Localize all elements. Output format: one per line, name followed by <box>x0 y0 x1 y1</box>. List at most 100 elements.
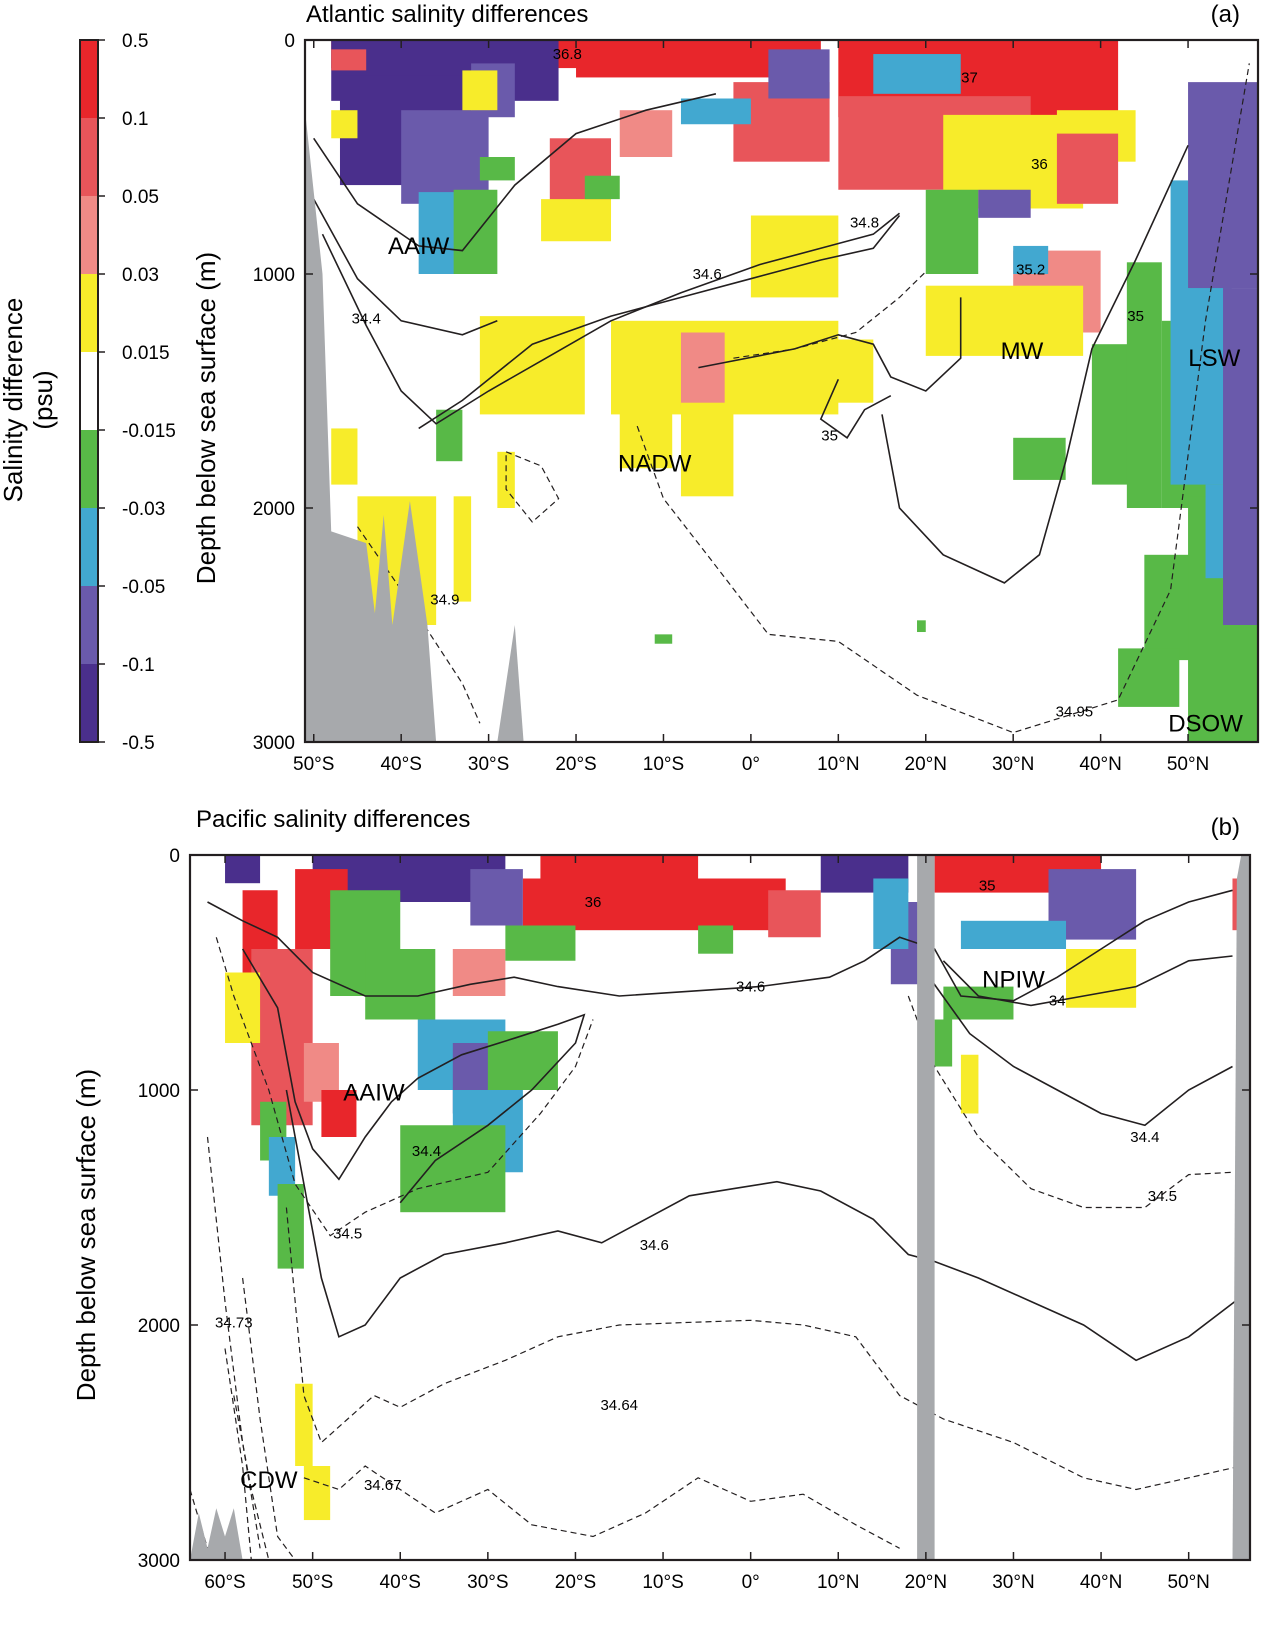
pacific-y-tick-label: 3000 <box>138 1551 180 1572</box>
atlantic-contour-dashed <box>505 451 560 523</box>
colorbar-label: -0.5 <box>122 733 155 754</box>
pacific-contour-dashed <box>242 1277 296 1560</box>
atlantic-anomaly-cell <box>680 332 725 408</box>
colorbar-label: -0.1 <box>122 655 155 676</box>
atlantic-x-tick-label: 10°S <box>643 754 684 775</box>
atlantic-contour-label: 35 <box>1127 308 1144 325</box>
atlantic-title: Atlantic salinity differences <box>306 1 588 28</box>
atlantic-contour-solid <box>881 144 1189 584</box>
pacific-contour-label: 35 <box>979 878 996 895</box>
pacific-contour-label: 34.5 <box>1148 1188 1177 1205</box>
pacific-contour-dashed <box>303 1465 900 1549</box>
pacific-contour-label: 34.73 <box>215 1315 253 1332</box>
atlantic-y-tick-label: 0 <box>284 31 295 52</box>
atlantic-anomaly-cell <box>541 199 612 242</box>
atlantic-anomaly-cell <box>978 189 1031 218</box>
atlantic-anomaly-cell <box>1013 437 1066 480</box>
colorbar-cell <box>80 196 98 274</box>
atlantic-contour-dashed <box>357 526 481 724</box>
pacific-plot-area: 36 35 34.6 34 34.4 34.4 34.5 34.5 34.6 34.73 34.64… <box>190 855 1250 1560</box>
colorbar-label: 0.5 <box>122 31 148 52</box>
atlantic-anomaly-cell <box>750 215 839 298</box>
atlantic-x-tick-label: 20°S <box>555 754 596 775</box>
pacific-contour-solid <box>925 972 1233 1127</box>
atlantic-frame <box>303 38 1260 744</box>
atlantic-anomaly-cell <box>479 157 515 181</box>
pacific-anomaly-cell <box>295 1383 313 1466</box>
pacific-anomaly-cell <box>225 855 261 884</box>
atlantic-water-mass-label: LSW <box>1188 345 1240 372</box>
pacific-contour-label: 34 <box>1049 993 1066 1010</box>
pacific-x-tick-label: 60°S <box>204 1572 245 1593</box>
pacific-anomaly-cell <box>873 878 909 949</box>
pacific-y-tick-label: 2000 <box>138 1316 180 1337</box>
colorbar-label: -0.03 <box>122 499 165 520</box>
colorbar-frame <box>79 39 99 743</box>
atlantic-anomaly-cell <box>917 620 926 633</box>
atlantic-anomaly-cell <box>331 110 358 139</box>
atlantic-anomaly-cell <box>436 409 463 462</box>
pacific-anomaly-cell <box>768 890 821 938</box>
atlantic-anomaly-cell <box>584 175 620 200</box>
colorbar-label: 0.015 <box>122 343 170 364</box>
pacific-bathymetry <box>917 855 935 1560</box>
colorbar-cell <box>80 274 98 352</box>
atlantic-contour-dashed <box>636 63 1250 734</box>
atlantic-contour-solid <box>321 212 901 425</box>
pacific-contour-solid <box>285 1089 1242 1362</box>
colorbar-cells <box>80 40 98 742</box>
atlantic-y-tick-label: 1000 <box>253 265 295 286</box>
atlantic-contour-solid <box>312 198 498 336</box>
pacific-anomaly-cell <box>400 1125 506 1213</box>
atlantic-contour-label: 35.2 <box>1016 261 1045 278</box>
pacific-contour-dashed <box>206 1136 261 1549</box>
pacific-contour-solid <box>241 948 586 1204</box>
colorbar-title-line1: Salinity difference <box>0 298 28 503</box>
colorbar-label: -0.05 <box>122 577 165 598</box>
colorbar-label: -0.015 <box>122 421 176 442</box>
pacific-contour-dashed <box>907 995 1233 1209</box>
atlantic-contour-solid <box>418 215 901 430</box>
atlantic-x-tick-label: 40°N <box>1079 754 1121 775</box>
pacific-x-tick-label: 20°N <box>905 1572 947 1593</box>
pacific-anomaly-cell <box>1066 949 1137 1008</box>
atlantic-water-mass-label: NADW <box>618 451 692 478</box>
pacific-x-tick-label: 20°S <box>555 1572 596 1593</box>
colorbar-title-line2: (psu) <box>28 370 58 429</box>
pacific-anomaly-cell <box>321 1090 357 1137</box>
pacific-y-tick-label: 0 <box>169 846 180 867</box>
pacific-x-tick-label: 10°S <box>642 1572 683 1593</box>
colorbar-cell <box>80 40 98 118</box>
colorbar-label: 0.05 <box>122 187 159 208</box>
atlantic-anomaly-cell <box>925 189 979 274</box>
atlantic-anomaly-cell <box>654 634 673 644</box>
pacific-x-tick-label: 50°N <box>1167 1572 1209 1593</box>
pacific-y-tick-label: 1000 <box>138 1081 180 1102</box>
pacific-contour-solid <box>207 889 1233 1002</box>
atlantic-contour-label: 36.8 <box>553 46 582 63</box>
atlantic-anomaly-cell <box>1118 648 1180 707</box>
atlantic-anomaly-cell <box>401 110 489 204</box>
pacific-contour-label: 34.5 <box>333 1225 362 1242</box>
colorbar-cell <box>80 118 98 196</box>
atlantic-anomaly-cell <box>331 428 358 485</box>
atlantic-water-mass-label: AAIW <box>388 233 450 260</box>
atlantic-x-tick-label: 50°S <box>293 754 334 775</box>
colorbar: 0.5 0.1 0.05 0.03 0.015 -0.015 -0.03 -0.05 -0.1 -… <box>0 31 176 754</box>
atlantic-contour-label: 34.9 <box>430 591 459 608</box>
pacific-panel: Pacific salinity differences (b) Depth b… <box>71 806 1252 1593</box>
atlantic-contour-label: 37 <box>961 69 978 86</box>
atlantic-anomaly-cell <box>768 49 830 99</box>
pacific-contour-solid <box>942 955 1233 1007</box>
pacific-x-tick-label: 30°S <box>467 1572 508 1593</box>
pacific-anomaly-cell <box>522 878 786 931</box>
pacific-water-mass-label: CDW <box>240 1467 298 1494</box>
pacific-anomaly-cell <box>960 920 1067 949</box>
atlantic-anomaly-cell <box>619 391 673 469</box>
atlantic-anomaly-cell <box>453 189 498 274</box>
pacific-anomaly-cell <box>487 1031 558 1090</box>
atlantic-anomaly-cell <box>1013 245 1049 274</box>
colorbar-label: 0.1 <box>122 109 148 130</box>
atlantic-contour-label: 34.95 <box>1056 704 1094 721</box>
